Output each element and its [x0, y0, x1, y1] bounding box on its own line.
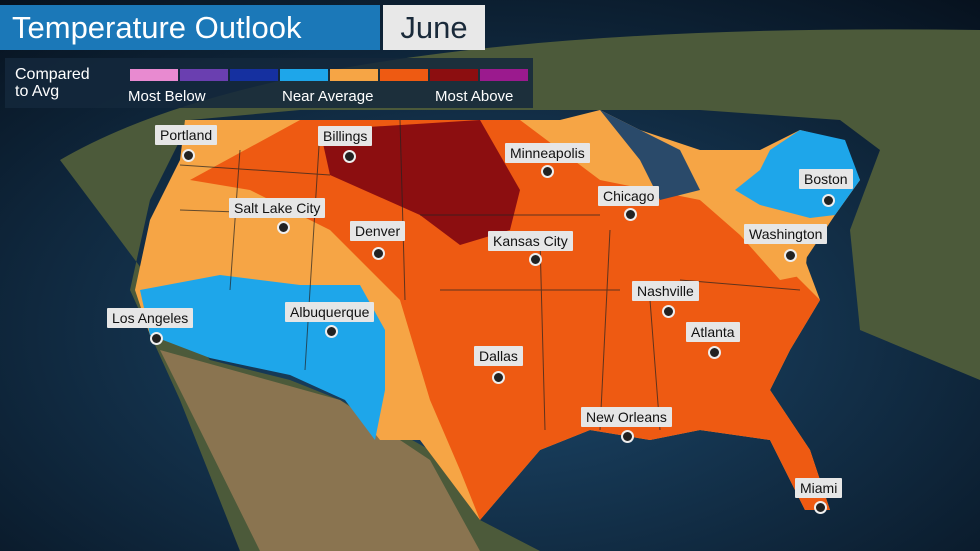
city-label: Boston [799, 169, 853, 189]
swatch [130, 69, 178, 81]
swatch [280, 69, 328, 81]
city-label: Billings [318, 126, 373, 146]
legend-label-line: Compared [15, 66, 90, 83]
city-dot [150, 332, 163, 345]
city-dot [784, 249, 797, 262]
city-dot [814, 501, 827, 514]
city-dot [662, 305, 675, 318]
swatch [230, 69, 278, 81]
city-label: Minneapolis [505, 143, 590, 163]
swatch [180, 69, 228, 81]
swatch [430, 69, 478, 81]
city-dot [492, 371, 505, 384]
city-label: Albuquerque [285, 302, 375, 322]
legend-label-line: to Avg [15, 83, 60, 100]
city-dot [822, 194, 835, 207]
city-label: Portland [155, 125, 218, 145]
city-label: Nashville [632, 281, 699, 301]
city-label: Los Angeles [107, 308, 194, 328]
month: June [383, 5, 485, 50]
most-above-region [320, 120, 520, 245]
city-label: Denver [350, 221, 406, 241]
city-dot [624, 208, 637, 221]
city-dot [325, 325, 338, 338]
city-label: Miami [795, 478, 843, 498]
city-label: New Orleans [581, 407, 672, 427]
legend: Compared to Avg Most Below Near Average M… [5, 58, 533, 108]
city-dot [372, 247, 385, 260]
legend-tick: Most Below [128, 88, 206, 105]
city-dot [708, 346, 721, 359]
city-label: Dallas [474, 346, 523, 366]
city-label: Salt Lake City [229, 198, 326, 218]
city-label: Chicago [598, 186, 660, 206]
mexico [160, 350, 480, 551]
legend-label: Compared to Avg [15, 66, 90, 100]
city-dot [343, 150, 356, 163]
title: Temperature Outlook [0, 5, 380, 50]
city-dot [277, 221, 290, 234]
city-label: Kansas City [488, 231, 573, 251]
city-dot [621, 430, 634, 443]
swatch [380, 69, 428, 81]
city-dot [541, 165, 554, 178]
swatch [480, 69, 528, 81]
city-dot [182, 149, 195, 162]
legend-tick: Near Average [282, 88, 374, 105]
swatch [330, 69, 378, 81]
city-label: Washington [744, 224, 828, 244]
city-dot [529, 253, 542, 266]
city-label: Atlanta [686, 322, 740, 342]
legend-tick: Most Above [435, 88, 514, 105]
great-lakes [600, 110, 700, 200]
